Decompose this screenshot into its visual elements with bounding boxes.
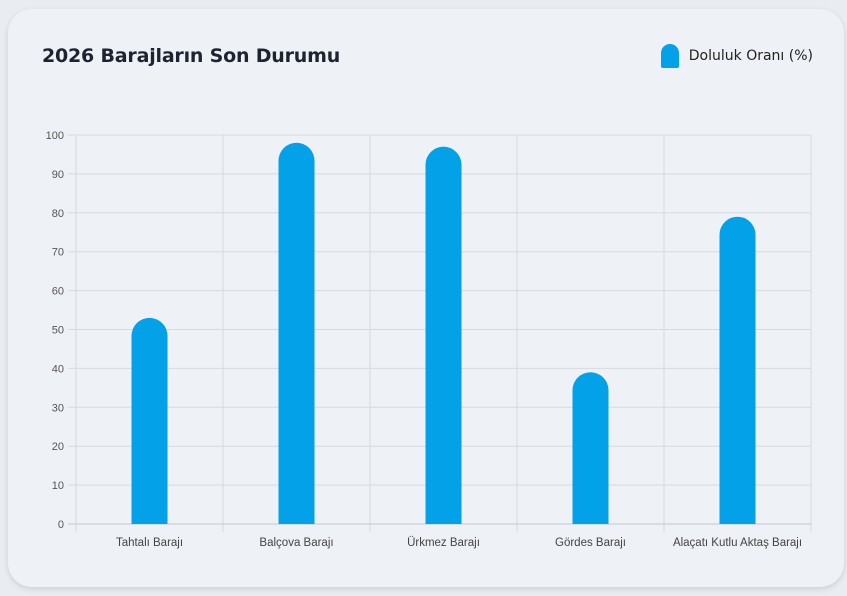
bar-1 [278, 142, 315, 524]
bar-2 [425, 146, 462, 525]
y-tick-label: 60 [52, 286, 64, 298]
y-tick-label: 80 [52, 208, 64, 220]
y-tick-label: 70 [52, 247, 64, 259]
y-tick-label: 0 [58, 519, 64, 531]
x-tick-label: Balçova Barajı [259, 537, 333, 549]
legend-label: Doluluk Oranı (%) [688, 48, 813, 64]
x-tick-label: Ürkmez Barajı [407, 537, 480, 549]
y-tick-label: 20 [52, 441, 64, 453]
y-tick-label: 30 [52, 402, 64, 414]
bar-4 [719, 216, 756, 524]
chart-title: 2026 Barajların Son Durumu [42, 45, 341, 67]
y-tick-label: 50 [52, 325, 64, 337]
y-tick-label: 40 [52, 363, 64, 375]
y-tick-label: 90 [52, 169, 64, 181]
x-tick-label: Alaçatı Kutlu Aktaş Barajı [673, 537, 802, 549]
legend-swatch [660, 44, 679, 68]
y-tick-label: 100 [46, 130, 64, 142]
y-tick-label: 10 [52, 480, 64, 492]
x-tick-label: Gördes Barajı [555, 537, 626, 549]
chart-legend[interactable]: Doluluk Oranı (%) [660, 44, 813, 68]
bar-3 [572, 372, 609, 524]
bar-0 [131, 317, 168, 524]
x-tick-label: Tahtalı Barajı [116, 537, 183, 549]
